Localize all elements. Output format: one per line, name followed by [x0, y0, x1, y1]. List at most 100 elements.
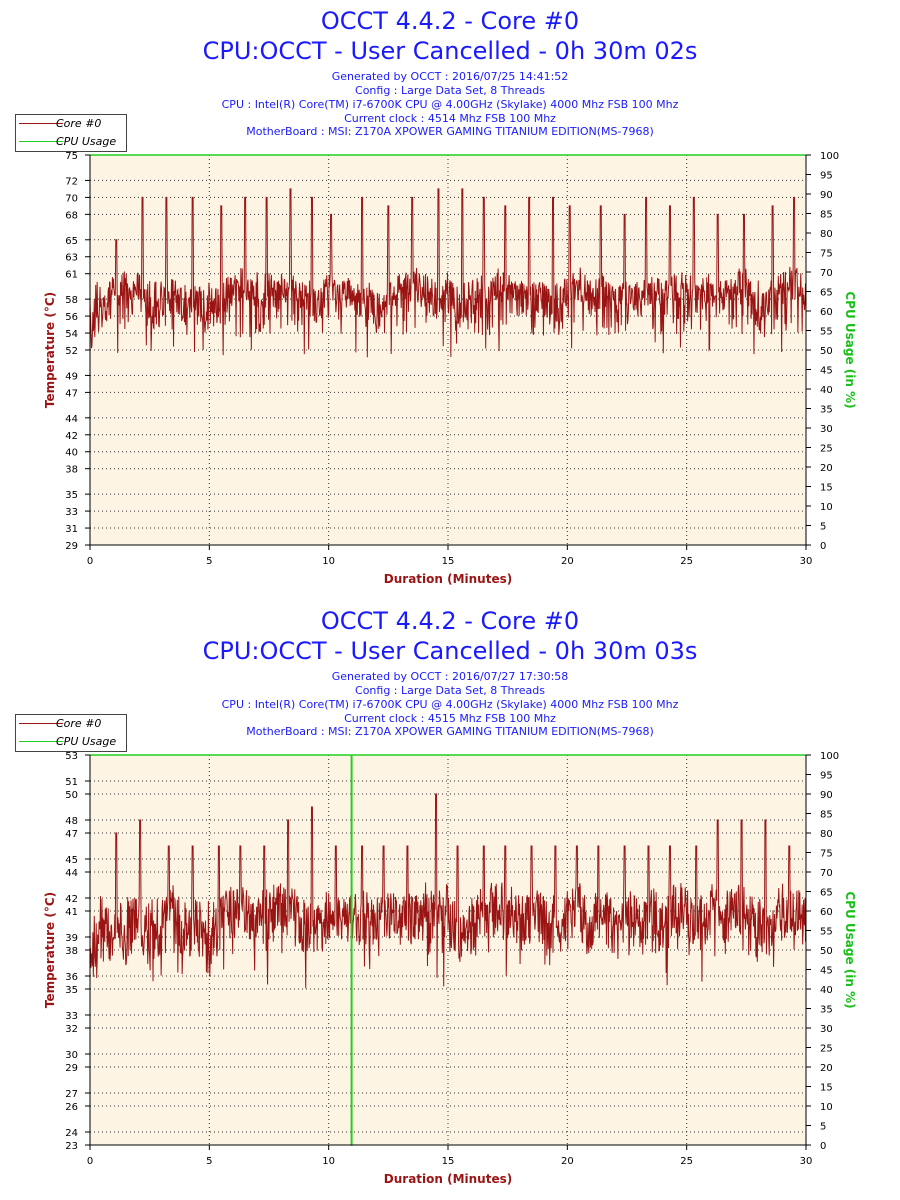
y2-tick-label: 65 [820, 288, 833, 299]
chart-title-line1: OCCT 4.4.2 - Core #0 [320, 607, 580, 635]
y2-tick-label: 25 [820, 444, 833, 455]
info-generated: Generated by OCCT : 2016/07/25 14:41:52 [331, 70, 569, 83]
y-tick-label: 41 [65, 907, 78, 918]
chart-title-line2: CPU:OCCT - User Cancelled - 0h 30m 03s [202, 637, 698, 665]
y2-tick-label: 70 [820, 268, 833, 279]
info-cpu: CPU : Intel(R) Core(TM) i7-6700K CPU @ 4… [221, 698, 679, 711]
chart-legend: Core #0 CPU Usage [15, 114, 127, 152]
grid-lines [90, 755, 806, 1145]
y-tick-label: 33 [65, 1011, 78, 1022]
x-tick-label: 0 [87, 1156, 93, 1167]
x-tick-label: 30 [800, 1156, 813, 1167]
y2-tick-label: 90 [820, 190, 833, 201]
info-motherboard: MotherBoard : MSI: Z170A XPOWER GAMING T… [246, 725, 654, 738]
x-tick-label: 10 [322, 556, 335, 567]
y-tick-label: 68 [65, 210, 78, 221]
y-tick-label: 26 [65, 1102, 78, 1113]
y2-tick-label: 20 [820, 1063, 833, 1074]
chart-panel-1: OCCT 4.4.2 - Core #0 CPU:OCCT - User Can… [15, 7, 857, 586]
legend-label-core0: Core #0 [56, 117, 102, 130]
y-tick-label: 38 [65, 946, 78, 957]
info-cpu: CPU : Intel(R) Core(TM) i7-6700K CPU @ 4… [221, 98, 679, 111]
legend-item-cpu-usage: CPU Usage [16, 733, 126, 751]
x-tick-label: 0 [87, 556, 93, 567]
y2-tick-label: 90 [820, 790, 833, 801]
y-tick-label: 58 [65, 295, 78, 306]
y-tick-label: 30 [65, 1050, 78, 1061]
y2-tick-label: 15 [820, 1083, 833, 1094]
x-tick-label: 5 [206, 1156, 212, 1167]
y2-tick-label: 95 [820, 771, 833, 782]
info-clock: Current clock : 4515 Mhz FSB 100 Mhz [344, 712, 556, 725]
y2-tick-label: 75 [820, 849, 833, 860]
y-tick-label: 36 [65, 972, 78, 983]
y2-tick-label: 30 [820, 424, 833, 435]
y-tick-label: 35 [65, 490, 78, 501]
y-tick-label: 47 [65, 829, 78, 840]
y2-tick-label: 15 [820, 483, 833, 494]
y2-tick-label: 55 [820, 327, 833, 338]
y-tick-label: 65 [65, 236, 78, 247]
x-axis-title: Duration (Minutes) [384, 572, 512, 586]
x-tick-label: 30 [800, 556, 813, 567]
y2-tick-label: 95 [820, 171, 833, 182]
x-tick-label: 10 [322, 1156, 335, 1167]
legend-swatch-cpu-usage [19, 141, 63, 142]
x-tick-label: 15 [442, 556, 455, 567]
y2-tick-label: 40 [820, 385, 833, 396]
y-tick-label: 31 [65, 524, 78, 535]
y2-tick-label: 85 [820, 210, 833, 221]
info-clock: Current clock : 4514 Mhz FSB 100 Mhz [344, 112, 556, 125]
y-tick-label: 29 [65, 541, 78, 552]
chart-plot-2: 2324262729303233353638394142444547485051… [43, 751, 857, 1186]
chart-plot-1: 29 31 33 35 38 40 42 44 47 49 52 54 56 58 61 63 65 68 70 72… [43, 151, 857, 586]
x-tick-label: 5 [206, 556, 212, 567]
info-motherboard: MotherBoard : MSI: Z170A XPOWER GAMING T… [246, 125, 654, 138]
y2-tick-label: 100 [820, 151, 839, 162]
y-tick-label: 23 [65, 1141, 78, 1152]
y2-tick-label: 45 [820, 366, 833, 377]
y2-axis-title: CPU Usage (in %) [843, 291, 857, 408]
y-tick-label: 54 [65, 329, 78, 340]
x-tick-label: 25 [680, 556, 693, 567]
y2-tick-label: 60 [820, 307, 833, 318]
y-axis-title: Temperature (°C) [43, 292, 57, 408]
y2-tick-label: 30 [820, 1024, 833, 1035]
chart-legend: Core #0 CPU Usage [15, 714, 127, 752]
y-tick-label: 48 [65, 816, 78, 827]
y-tick-label: 72 [65, 176, 78, 187]
info-config: Config : Large Data Set, 8 Threads [355, 684, 545, 697]
y-tick-label: 27 [65, 1089, 78, 1100]
y2-tick-label: 40 [820, 985, 833, 996]
y2-tick-label: 75 [820, 249, 833, 260]
y-tick-label: 38 [65, 465, 78, 476]
y2-axis-title: CPU Usage (in %) [843, 891, 857, 1008]
y-tick-label: 42 [65, 894, 78, 905]
x-tick-label: 20 [561, 1156, 574, 1167]
y2-tick-label: 0 [820, 1141, 826, 1152]
y-tick-label: 61 [65, 270, 78, 281]
legend-label-core0: Core #0 [56, 717, 102, 730]
y2-tick-label: 0 [820, 541, 826, 552]
y-tick-label: 24 [65, 1128, 78, 1139]
x-tick-label: 20 [561, 556, 574, 567]
x-tick-label: 25 [680, 1156, 693, 1167]
chart-title-line2: CPU:OCCT - User Cancelled - 0h 30m 02s [202, 37, 698, 65]
y-tick-label: 51 [65, 777, 78, 788]
y2-tick-label: 20 [820, 463, 833, 474]
y-axis-title: Temperature (°C) [43, 892, 57, 1008]
grid-lines [90, 155, 806, 545]
y2-tick-label: 50 [820, 346, 833, 357]
y-tick-label: 47 [65, 388, 78, 399]
legend-swatch-core0 [19, 123, 63, 124]
y2-tick-label: 60 [820, 907, 833, 918]
chart-panel-2: OCCT 4.4.2 - Core #0 CPU:OCCT - User Can… [0, 600, 900, 1200]
legend-item-cpu-usage: CPU Usage [16, 133, 126, 151]
x-axis-title: Duration (Minutes) [384, 1172, 512, 1186]
legend-swatch-core0 [19, 723, 63, 724]
y2-tick-label: 35 [820, 405, 833, 416]
y-tick-label: 70 [65, 193, 78, 204]
y-tick-label: 56 [65, 312, 78, 323]
y2-tick-label: 50 [820, 946, 833, 957]
y-tick-label: 29 [65, 1063, 78, 1074]
